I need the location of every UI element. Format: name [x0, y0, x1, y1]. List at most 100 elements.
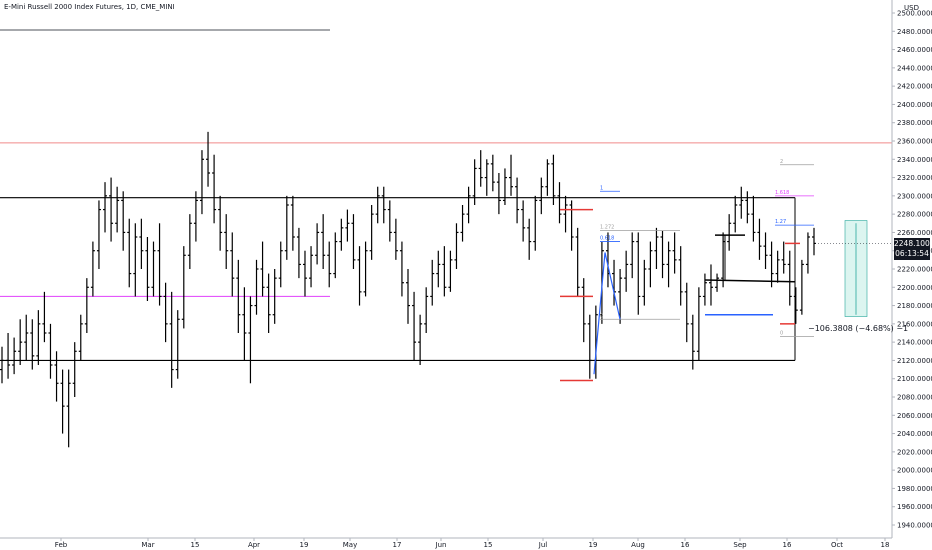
ohlc-bar	[302, 250, 307, 297]
drawing-tools: 1 1.272 0.618 0 2 1.618 1.27 0	[560, 159, 892, 382]
ohlc-bar	[478, 150, 483, 187]
ohlc-bar	[799, 259, 804, 315]
ohlc-bar	[357, 246, 362, 306]
ohlc-bar	[733, 195, 738, 233]
ohlc-bar	[757, 218, 762, 260]
ohlc-bar	[145, 237, 150, 301]
ohlc-bar	[418, 314, 423, 365]
time-tick-label: Apr	[248, 541, 260, 549]
ohlc-bar	[315, 223, 320, 265]
price-tick-label: 1960.0000	[897, 503, 932, 511]
symbol-header: E-Mini Russell 2000 Index Futures, 1D, C…	[4, 3, 175, 11]
price-tick-label: 2000.0000	[897, 467, 932, 475]
time-axis[interactable]: Feb Mar 15 Apr 19 May 17 Jun 15 Jul 19 Aug 16 Sep 16 Oc…	[55, 538, 890, 549]
ohlc-bar	[545, 159, 550, 196]
ohlc-bar	[121, 191, 126, 251]
time-tick-label: Jul	[538, 541, 548, 549]
time-tick-label: 15	[484, 541, 493, 549]
ohlc-bar	[805, 232, 810, 274]
drawing-overlays	[0, 29, 892, 362]
ohlc-bar	[24, 314, 29, 361]
ohlc-bar	[333, 232, 338, 279]
ohlc-bar	[575, 227, 580, 297]
price-tick-label: 2040.0000	[897, 430, 932, 438]
ohlc-bar	[133, 223, 138, 297]
ohlc-bar	[30, 319, 35, 370]
ohlc-bar	[387, 200, 392, 242]
ohlc-bar	[666, 241, 671, 288]
ohlc-bar	[351, 214, 356, 269]
ohlc-bar	[290, 195, 295, 251]
price-tick-label: 2200.0000	[897, 284, 932, 292]
ohlc-bar	[442, 246, 447, 297]
fib-b-label: 2	[780, 159, 783, 165]
ohlc-bar	[369, 205, 374, 260]
ohlc-bar	[781, 241, 786, 274]
ohlc-bar	[436, 250, 441, 288]
ohlc-bar	[527, 218, 532, 260]
fib-a-label: 1	[600, 185, 603, 191]
time-tick-label: Sep	[733, 541, 747, 549]
ohlc-bar	[375, 186, 380, 224]
ohlc-bar	[739, 186, 744, 219]
ohlc-bar	[139, 218, 144, 269]
fib-a-label: 0	[600, 313, 603, 319]
ohlc-bar	[127, 218, 132, 288]
ohlc-bar	[278, 241, 283, 288]
ohlc-bar	[696, 287, 701, 361]
price-tick-label: 2300.0000	[897, 192, 932, 200]
ohlc-bar	[678, 246, 683, 306]
currency-label: USD	[904, 4, 919, 12]
ohlc-bar	[321, 214, 326, 269]
ohlc-bar	[533, 195, 538, 251]
ohlc-bar	[708, 264, 713, 306]
ohlc-bar	[169, 291, 174, 388]
ohlc-bar	[587, 314, 592, 379]
price-tick-label: 2020.0000	[897, 448, 932, 456]
price-tick-label: 2380.0000	[897, 119, 932, 127]
ohlc-bar	[260, 241, 265, 297]
ohlc-bar	[66, 369, 71, 448]
last-price-tag: 2248.1000 06:13:54	[894, 238, 932, 260]
time-tick-label: 15	[191, 541, 200, 549]
ohlc-bar	[103, 182, 108, 233]
ohlc-bar	[12, 337, 17, 375]
ohlc-bar	[193, 191, 198, 242]
ohlc-bar	[654, 227, 659, 269]
ohlc-bar	[248, 296, 253, 384]
ohlc-bar	[18, 319, 23, 365]
price-tick-label: 2220.0000	[897, 266, 932, 274]
ohlc-bar	[266, 273, 271, 333]
ohlc-bar	[557, 182, 562, 224]
time-tick-label: 19	[589, 541, 598, 549]
bar-countdown: 06:13:54	[895, 249, 929, 258]
ohlc-bar	[157, 223, 162, 306]
ohlc-bar	[72, 342, 77, 397]
ohlc-bar	[393, 218, 398, 260]
price-axis[interactable]: 1940.0000 1960.0000 1980.0000 2000.0000 2020…	[892, 10, 932, 530]
ohlc-bar	[745, 191, 750, 224]
price-tick-label: 2060.0000	[897, 412, 932, 420]
ohlc-bar	[242, 287, 247, 361]
step-line	[704, 279, 796, 283]
ohlc-bar	[472, 159, 477, 205]
price-tick-label: 2500.0000	[897, 10, 932, 18]
ohlc-bar	[454, 223, 459, 269]
ohlc-bar	[430, 259, 435, 306]
ohlc-bar	[96, 200, 101, 269]
ohlc-bar	[460, 205, 465, 242]
price-tick-label: 2420.0000	[897, 83, 932, 91]
ohlc-bar	[466, 186, 471, 224]
ohlc-bar	[115, 186, 120, 233]
ohlc-bar	[48, 323, 53, 379]
time-tick-label: Mar	[141, 541, 154, 549]
ohlc-bar	[727, 214, 732, 251]
ohlc-bar	[775, 250, 780, 283]
ohlc-bar	[218, 195, 223, 251]
ohlc-bar	[254, 259, 259, 315]
price-tick-label: 2100.0000	[897, 375, 932, 383]
ohlc-bar	[36, 310, 41, 365]
ohlc-bar	[769, 241, 774, 288]
